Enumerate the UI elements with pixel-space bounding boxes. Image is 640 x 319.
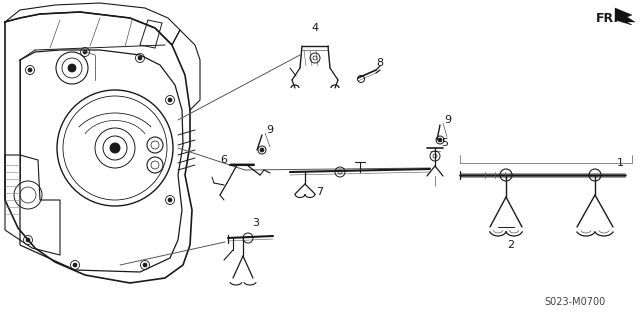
Circle shape [143,263,147,267]
Text: 4: 4 [312,23,319,33]
Circle shape [260,148,264,152]
Polygon shape [615,8,635,25]
Text: S023-M0700: S023-M0700 [545,297,605,307]
Circle shape [138,56,142,60]
Circle shape [28,68,32,72]
Text: 3: 3 [253,218,259,228]
Circle shape [83,50,87,54]
Circle shape [68,64,76,72]
Text: 5: 5 [442,138,449,148]
Text: 8: 8 [376,58,383,68]
Circle shape [168,198,172,202]
Text: 2: 2 [508,240,515,250]
Circle shape [110,143,120,153]
Text: 7: 7 [316,187,324,197]
Circle shape [168,98,172,102]
Text: 9: 9 [444,115,452,125]
Text: FR.: FR. [596,11,619,25]
Text: 1: 1 [616,158,623,168]
Text: 9: 9 [266,125,273,135]
Circle shape [73,263,77,267]
Text: 6: 6 [221,155,227,165]
Circle shape [438,138,442,142]
Circle shape [26,238,30,242]
